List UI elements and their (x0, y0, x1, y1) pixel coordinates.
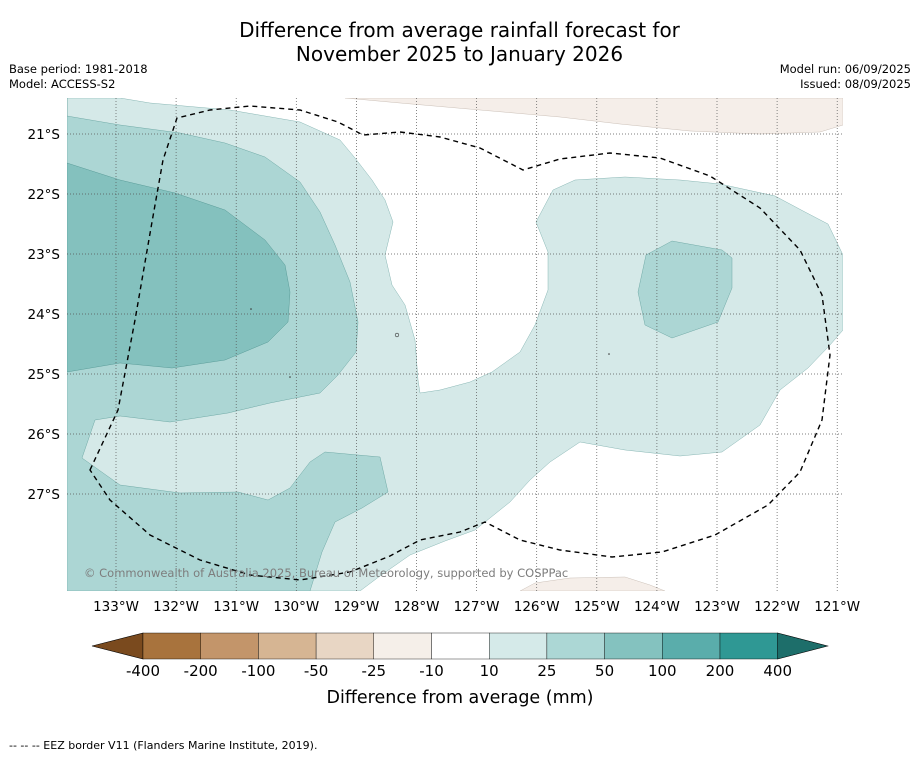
meta-right: Model run: 06/09/2025 Issued: 08/09/2025 (780, 62, 911, 92)
colorbar: -400 -200 -100 -50 -25 -10 10 25 50 100 200 400 (91, 632, 829, 680)
longitude-label: 128°W (394, 599, 440, 615)
latitude-labels: 21°S 22°S 23°S 24°S 25°S 26°S 27°S (28, 127, 61, 503)
longitude-label: 132°W (153, 599, 199, 615)
colorbar-segment (142, 632, 201, 660)
colorbar-segment (258, 632, 317, 660)
colorbar-tick-label: -25 (362, 662, 387, 680)
longitude-label: 121°W (814, 599, 860, 615)
longitude-label: 125°W (574, 599, 620, 615)
latitude-label: 21°S (28, 127, 61, 143)
speck (250, 308, 252, 310)
colorbar-segment (431, 632, 490, 660)
longitude-label: 127°W (454, 599, 500, 615)
speck (608, 353, 610, 355)
latitude-label: 24°S (28, 307, 61, 323)
eez-border (89, 105, 831, 581)
colorbar-tick-label: 10 (480, 662, 499, 680)
colorbar-segment (719, 632, 778, 660)
model-run: Model run: 06/09/2025 (779, 62, 911, 76)
latitude-label: 22°S (28, 187, 61, 203)
latitude-label: 25°S (28, 367, 61, 383)
map-title: Difference from average rainfall forecas… (0, 18, 919, 66)
colorbar-tick-label: -400 (126, 662, 160, 680)
speck (289, 376, 291, 378)
colorbar-segment (315, 632, 375, 660)
band-50-100-mm (67, 162, 291, 373)
base-period: Base period: 1981-2018 (9, 62, 148, 76)
colorbar-tick-label: 50 (595, 662, 614, 680)
longitude-label: 124°W (634, 599, 680, 615)
colorbar-extend-high (777, 632, 829, 660)
colorbar-tick-label: 200 (706, 662, 735, 680)
latitude-label: 27°S (28, 487, 61, 503)
colorbar-extend-low (91, 632, 144, 660)
colorbar-tick-label: -200 (184, 662, 218, 680)
colorbar-segment (546, 632, 605, 660)
colorbar-tick-label: 100 (648, 662, 677, 680)
issued-date: Issued: 08/09/2025 (800, 77, 911, 91)
footnote: -- -- -- EEZ border V11 (Flanders Marine… (9, 739, 318, 752)
map-area: © Commonwealth of Australia 2025, Bureau… (67, 98, 843, 591)
longitude-label: 133°W (93, 599, 139, 615)
colorbar-tick-label: 400 (763, 662, 792, 680)
longitude-label: 129°W (333, 599, 379, 615)
longitude-label: 126°W (514, 599, 560, 615)
latitude-label: 23°S (28, 247, 61, 263)
graticule (67, 98, 843, 591)
colorbar-segment (489, 632, 548, 660)
longitude-label: 122°W (754, 599, 800, 615)
colorbar-tick-label: -100 (241, 662, 275, 680)
colorbar-tick-label: -50 (304, 662, 329, 680)
colorbar-tick-label: -10 (419, 662, 444, 680)
longitude-label: 131°W (213, 599, 259, 615)
colorbar-segment (662, 632, 721, 660)
meta-left: Base period: 1981-2018 Model: ACCESS-S2 (9, 62, 148, 92)
dry-patch-north (344, 98, 843, 135)
colorbar-segment (200, 632, 259, 660)
title-line-1: Difference from average rainfall forecas… (239, 18, 680, 42)
speck (394, 332, 400, 338)
colorbar-segment (604, 632, 663, 660)
copyright-text: © Commonwealth of Australia 2025, Bureau… (84, 566, 568, 580)
model-name: Model: ACCESS-S2 (9, 77, 116, 91)
colorbar-segment (373, 632, 432, 660)
longitude-labels: 133°W 132°W 131°W 130°W 129°W 128°W 127°W 126°W… (93, 599, 860, 615)
latitude-label: 26°S (28, 427, 61, 443)
dry-patch-south (519, 576, 666, 591)
colorbar-tick-label: 25 (537, 662, 556, 680)
longitude-label: 123°W (694, 599, 740, 615)
colorbar-title: Difference from average (mm) (326, 688, 593, 708)
longitude-label: 130°W (273, 599, 319, 615)
title-line-2: November 2025 to January 2026 (295, 42, 624, 66)
